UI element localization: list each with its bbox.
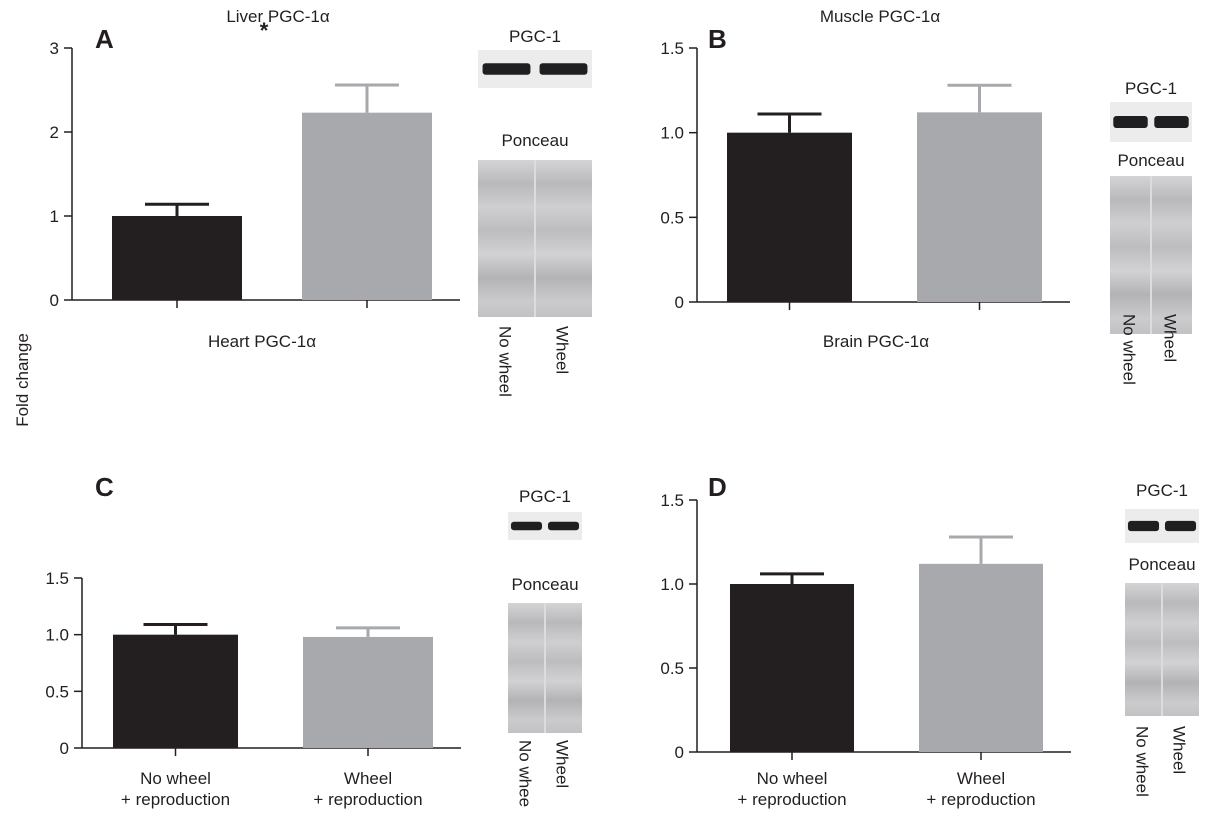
blot-loading-label: Ponceau	[1128, 555, 1195, 574]
blot-loading-label: Ponceau	[1117, 151, 1184, 170]
y-tick-label: 1.0	[660, 124, 684, 143]
y-tick-label: 2	[50, 123, 59, 142]
y-axis-label: Fold change	[13, 333, 32, 427]
x-tick-label: + reproduction	[121, 790, 230, 809]
y-tick-label: 0	[675, 743, 684, 762]
bar-wheel	[919, 563, 1043, 752]
y-tick-label: 1.5	[45, 569, 69, 588]
blot-band	[539, 63, 588, 75]
panel-a: 0 1 2 3 Liver PGC-1α A * PGC-1 Ponceau No wheel Wh…	[50, 7, 592, 397]
blot-band	[547, 521, 580, 531]
y-tick-label: 1.5	[660, 39, 684, 58]
bar-no-wheel	[112, 216, 242, 300]
blot-protein-label: PGC-1	[1136, 481, 1188, 500]
x-tick-label: + reproduction	[737, 790, 846, 809]
y-tick-label: 3	[50, 39, 59, 58]
blot-loading-label: Ponceau	[511, 575, 578, 594]
panel-letter: D	[708, 472, 727, 502]
blot-lane-label: No wheel	[1120, 314, 1139, 385]
blot-band	[510, 521, 543, 531]
panel-title: Muscle PGC-1α	[820, 7, 941, 26]
blot-lane-label: Wheel	[1161, 314, 1180, 362]
blot-band	[1164, 520, 1197, 532]
y-tick-label: 0	[675, 293, 684, 312]
blot-lane-label: No wheel	[1133, 726, 1152, 797]
y-tick-label: 0	[60, 739, 69, 758]
blot-lane-label: No whee	[516, 740, 535, 807]
x-tick-label: Wheel	[957, 769, 1005, 788]
y-tick-label: 1.5	[660, 491, 684, 510]
panel-title: Liver PGC-1α	[226, 7, 330, 26]
x-tick-label: No wheel	[140, 769, 211, 788]
panel-letter: A	[95, 24, 114, 54]
y-tick-label: 1	[50, 207, 59, 226]
blot-lane-label: Wheel	[553, 740, 572, 788]
bar-no-wheel	[727, 132, 852, 302]
panel-c: 0 0.5 1.0 1.5 No wheel + reproduction Wheel + r…	[45, 332, 582, 809]
y-tick-label: 0.5	[660, 208, 684, 227]
blot-band	[1127, 520, 1160, 532]
blot-protein-label: PGC-1	[509, 27, 561, 46]
panel-title: Heart PGC-1α	[208, 332, 316, 351]
bar-wheel	[303, 636, 433, 748]
panel-letter: C	[95, 472, 114, 502]
blot-loading-label: Ponceau	[501, 131, 568, 150]
x-tick-label: No wheel	[757, 769, 828, 788]
bar-no-wheel	[113, 634, 238, 748]
bar-no-wheel	[730, 584, 854, 752]
blot-band	[1113, 116, 1148, 128]
panel-title: Brain PGC-1α	[823, 332, 929, 351]
blot-protein-label: PGC-1	[1125, 79, 1177, 98]
y-tick-label: 0	[50, 291, 59, 310]
bar-wheel	[917, 112, 1042, 302]
x-tick-label: + reproduction	[926, 790, 1035, 809]
blot-lane-label: Wheel	[1170, 726, 1189, 774]
blot-protein-label: PGC-1	[519, 487, 571, 506]
x-tick-label: Wheel	[344, 769, 392, 788]
bar-wheel	[302, 112, 432, 301]
y-tick-label: 1.0	[45, 626, 69, 645]
blot-lane-label: No wheel	[496, 326, 515, 397]
y-tick-label: 0.5	[45, 682, 69, 701]
significance-marker: *	[260, 18, 269, 43]
blot-lane-label: Wheel	[553, 326, 572, 374]
panel-d: 0 0.5 1.0 1.5 No wheel + reproduction Wheel + r…	[660, 332, 1199, 809]
x-tick-label: + reproduction	[313, 790, 422, 809]
panel-b: 0 0.5 1.0 1.5 Muscle PGC-1α B PGC-1 Ponceau No w…	[660, 7, 1192, 385]
y-tick-label: 0.5	[660, 659, 684, 678]
y-tick-label: 1.0	[660, 575, 684, 594]
panel-letter: B	[708, 24, 727, 54]
blot-band	[1154, 116, 1189, 128]
blot-band	[482, 63, 531, 75]
